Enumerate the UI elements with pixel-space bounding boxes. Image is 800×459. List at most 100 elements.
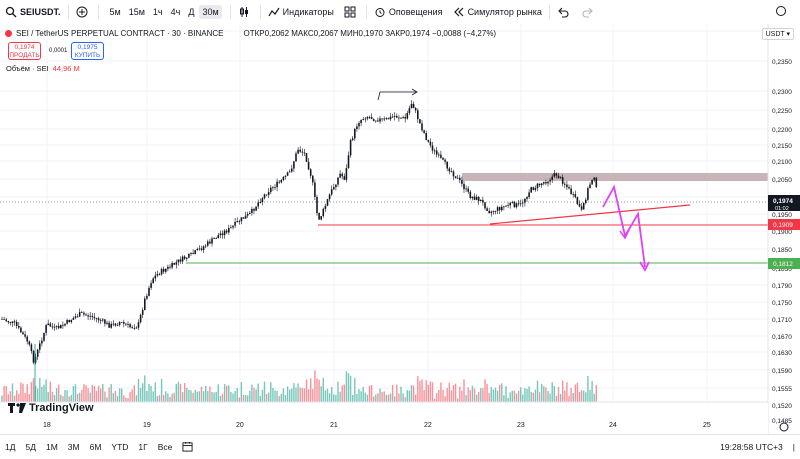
volume-bar bbox=[366, 394, 369, 402]
candle-body bbox=[209, 241, 211, 244]
volume-bar bbox=[104, 391, 106, 402]
interval-15m[interactable]: 15м bbox=[128, 7, 145, 17]
candle-body bbox=[253, 208, 255, 211]
candle-body bbox=[354, 129, 356, 139]
volume-bar bbox=[230, 392, 232, 402]
candle-body bbox=[160, 268, 163, 275]
range-all[interactable]: Все bbox=[157, 442, 173, 452]
range-1m[interactable]: 1М bbox=[45, 442, 58, 452]
candle-body bbox=[207, 241, 209, 246]
volume-bar bbox=[268, 392, 270, 402]
volume-bar bbox=[85, 385, 87, 402]
volume-bar bbox=[383, 391, 385, 402]
volume-bar bbox=[580, 389, 583, 402]
candle-body bbox=[431, 145, 434, 151]
candle-body bbox=[257, 202, 259, 207]
alerts-button[interactable]: Оповещения bbox=[369, 0, 448, 24]
clock[interactable]: 19:28:58 UTC+3 bbox=[720, 442, 783, 452]
range-3m[interactable]: 3М bbox=[67, 442, 80, 452]
legend-title[interactable]: SEI / TetherUS PERPETUAL CONTRACT · 30 ·… bbox=[16, 29, 224, 38]
volume-bar bbox=[339, 391, 341, 402]
settings-circle-icon[interactable] bbox=[776, 6, 786, 16]
candle-body bbox=[165, 268, 167, 272]
price-tick-label: 0,1790 bbox=[772, 283, 792, 290]
volume-bar bbox=[463, 379, 465, 402]
range-ytd[interactable]: YTD bbox=[111, 442, 129, 452]
candle-body bbox=[146, 295, 148, 299]
volume-bar bbox=[440, 382, 442, 402]
volume-bar bbox=[467, 387, 469, 402]
drawn-arrow[interactable] bbox=[377, 91, 416, 101]
range-1y[interactable]: 1Г bbox=[138, 442, 148, 452]
currency-selector[interactable]: USDT ▾ bbox=[761, 28, 794, 40]
calendar-icon bbox=[182, 441, 193, 452]
interval-4h[interactable]: 4ч bbox=[170, 7, 181, 17]
range-1d[interactable]: 1Д bbox=[5, 442, 16, 452]
volume-bar bbox=[301, 387, 303, 402]
candle-body bbox=[389, 116, 392, 120]
candle-body bbox=[55, 325, 58, 327]
candle-body bbox=[85, 314, 87, 316]
buy-button[interactable]: 0,1975 КУПИТЬ bbox=[71, 42, 104, 60]
candle-body bbox=[480, 199, 482, 202]
red-level-label: 0,1909 bbox=[773, 222, 793, 229]
volume-bar bbox=[7, 394, 9, 402]
candle-body bbox=[89, 315, 91, 317]
candle-body bbox=[396, 116, 398, 118]
interval-1h[interactable]: 1ч bbox=[152, 7, 163, 17]
candle-body bbox=[246, 214, 249, 216]
candle-body bbox=[595, 177, 598, 188]
volume-bar bbox=[337, 381, 339, 402]
interval-30m[interactable]: 30м bbox=[199, 5, 222, 19]
compare-button[interactable] bbox=[71, 0, 96, 24]
volume-bar bbox=[125, 397, 127, 402]
candle-body bbox=[448, 168, 451, 172]
trend-line[interactable] bbox=[489, 204, 691, 225]
range-6m[interactable]: 6М bbox=[89, 442, 102, 452]
chart-pane[interactable]: 0,24000,23500,23000,22500,22000,21500,21… bbox=[0, 24, 800, 434]
gear-icon[interactable] bbox=[779, 422, 789, 432]
logo-text: TradingView bbox=[29, 402, 94, 414]
candle-body bbox=[244, 215, 247, 219]
candle-body bbox=[385, 118, 388, 119]
volume-bar bbox=[354, 377, 356, 402]
forecast-arrowhead bbox=[639, 261, 650, 272]
candle-body bbox=[440, 154, 442, 158]
sell-button[interactable]: 0,1974 ПРОДАТЬ bbox=[8, 42, 41, 60]
resistance-zone[interactable] bbox=[462, 173, 768, 181]
indicators-button[interactable]: Индикаторы bbox=[263, 0, 339, 24]
replay-button[interactable]: Симулятор рынка bbox=[448, 0, 547, 24]
time-axis-panel[interactable] bbox=[0, 402, 768, 434]
current-price-badge bbox=[768, 195, 800, 211]
layout-button[interactable] bbox=[339, 0, 364, 24]
candle-body bbox=[167, 266, 169, 269]
candle-body bbox=[171, 263, 173, 268]
undo-button[interactable] bbox=[552, 0, 577, 24]
symbol-search[interactable]: SEIUSDT. bbox=[0, 0, 66, 24]
grid-icon bbox=[344, 6, 356, 18]
timezone-dropdown[interactable]: | bbox=[792, 442, 795, 452]
interval-1d[interactable]: Д bbox=[188, 7, 195, 17]
forecast-path[interactable] bbox=[602, 184, 646, 268]
volume-bar bbox=[331, 387, 333, 402]
candle-body bbox=[70, 319, 73, 323]
volume-bar bbox=[381, 391, 383, 402]
plot-background[interactable] bbox=[0, 24, 768, 402]
redo-button[interactable] bbox=[577, 0, 602, 24]
price-chart[interactable]: 0,24000,23500,23000,22500,22000,21500,21… bbox=[0, 24, 800, 434]
candle-body bbox=[232, 225, 234, 228]
time-tick-label: 25 bbox=[703, 422, 711, 429]
candle-body bbox=[574, 194, 577, 198]
price-tick-label: 0,1750 bbox=[772, 300, 792, 307]
interval-5m[interactable]: 5м bbox=[109, 7, 121, 17]
candle-body bbox=[265, 194, 268, 196]
volume-bar bbox=[20, 382, 22, 402]
date-range-button[interactable] bbox=[177, 441, 198, 454]
candle-body bbox=[234, 221, 236, 226]
volume-bar bbox=[131, 389, 133, 402]
range-5d[interactable]: 5Д bbox=[25, 442, 36, 452]
undo-icon bbox=[558, 7, 569, 18]
volume-bar bbox=[211, 392, 213, 402]
volume-bar bbox=[154, 382, 156, 402]
chart-type-button[interactable] bbox=[233, 0, 258, 24]
